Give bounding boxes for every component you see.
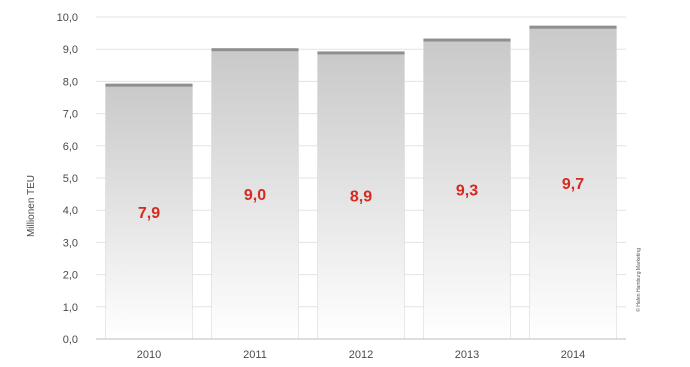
x-tick-label: 2012 — [349, 349, 373, 361]
y-tick-label: 7,0 — [63, 109, 78, 121]
y-axis-label: Millionen TEU — [26, 175, 37, 237]
bar-2013 — [423, 39, 511, 340]
bar-cap-2013 — [423, 38, 511, 42]
y-tick-label: 0,0 — [63, 334, 78, 346]
x-axis-ticks: 2010 2011 2012 2013 2014 — [137, 349, 585, 361]
y-tick-label: 2,0 — [63, 270, 78, 282]
x-tick-label: 2013 — [455, 349, 479, 361]
x-tick-label: 2014 — [561, 349, 585, 361]
data-label: 9,7 — [562, 176, 584, 193]
x-tick-label: 2010 — [137, 349, 161, 361]
y-axis-ticks: 0,0 1,0 2,0 3,0 4,0 5,0 6,0 7,0 8,0 9,0 10,0 — [57, 12, 78, 346]
bar-cap-2010 — [105, 83, 193, 87]
data-label: 7,9 — [138, 205, 160, 222]
bar-cap-2011 — [211, 48, 299, 52]
image-credit: © Hafen Hamburg Marketing — [635, 248, 642, 312]
bar-2011 — [211, 48, 299, 340]
data-label: 8,9 — [350, 189, 372, 206]
x-tick-label: 2011 — [243, 349, 267, 361]
y-tick-label: 10,0 — [57, 12, 78, 24]
data-labels: 7,9 9,0 8,9 9,3 9,7 — [138, 176, 584, 222]
bar-2014 — [529, 26, 617, 340]
y-tick-label: 6,0 — [63, 141, 78, 153]
bar-cap-2014 — [529, 25, 617, 29]
y-tick-label: 4,0 — [63, 205, 78, 217]
y-tick-label: 5,0 — [63, 173, 78, 185]
bar-cap-2012 — [317, 51, 405, 55]
y-tick-label: 8,0 — [63, 76, 78, 88]
data-label: 9,3 — [456, 182, 478, 199]
data-label: 9,0 — [244, 187, 266, 204]
y-tick-label: 9,0 — [63, 44, 78, 56]
y-tick-label: 3,0 — [63, 237, 78, 249]
y-tick-label: 1,0 — [63, 302, 78, 314]
bars — [105, 25, 617, 340]
